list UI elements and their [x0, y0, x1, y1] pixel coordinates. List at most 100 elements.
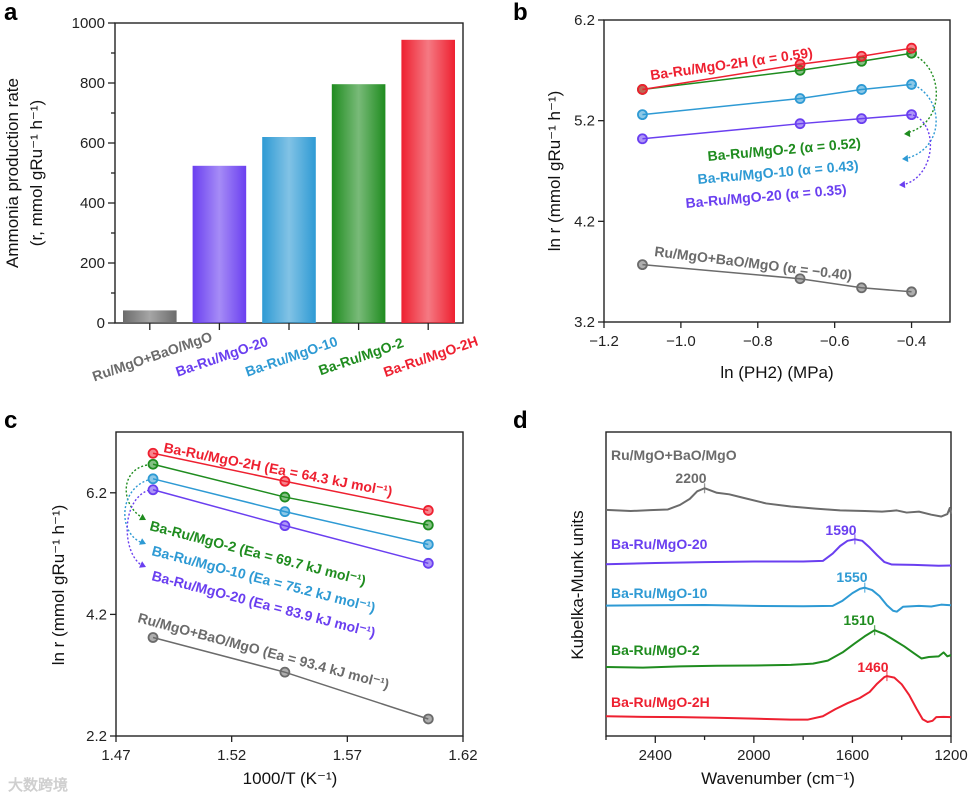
panel-b-ytick-label: 5.2	[574, 113, 595, 130]
panel-d-label-2h: Ba-Ru/MgO-2H	[611, 694, 710, 710]
panel-b-point-ru-mgo-bao-mgo	[856, 282, 867, 294]
panel-c-ylabel: ln r (mmol gRu⁻¹ h⁻¹)	[49, 505, 68, 666]
watermark-logo: 大数跨境	[8, 776, 68, 794]
bar-ba-ru-mgo-10	[262, 137, 316, 323]
panel-b-label-ref: Ru/MgO+BaO/MgO (α = −0.40)	[654, 243, 853, 283]
panel-d-spectrum-ba-ru-mgo-2	[605, 629, 952, 669]
panel-b-ylabel: ln r (mmol gRu⁻¹ h⁻¹)	[545, 91, 564, 252]
panel-b-xtick-label: −0.4	[897, 333, 927, 350]
panel-d-peak-2h: 1460	[857, 659, 888, 675]
arrow-head-icon	[899, 180, 906, 189]
panel-b-point-ba-ru-mgo-10	[637, 109, 648, 121]
panel-a-ytick-label: 600	[80, 135, 105, 152]
panel-d-xtick-label: 2000	[737, 747, 770, 764]
panel-c-point-ru-mgo-bao-mgo	[147, 632, 159, 643]
panel-d-axes-frame	[605, 431, 952, 737]
panel-c-arrow-blue	[124, 479, 149, 544]
panel-c-xtick-label: 1.57	[333, 747, 362, 764]
panel-b-point-ba-ru-mgo-20	[794, 118, 806, 130]
panel-a-ytick-label: 400	[80, 195, 105, 212]
bar-ru-mgo-bao-mgo	[123, 310, 177, 323]
panel-b-point-ru-mgo-bao-mgo	[906, 286, 917, 298]
panel-b-axes-frame	[603, 19, 951, 323]
panel-letter-a: a	[4, 0, 18, 26]
panel-c-ytick-label: 6.2	[86, 485, 107, 502]
panel-c-point-ba-ru-mgo-2h	[422, 505, 434, 516]
panel-d-label-10: Ba-Ru/MgO-10	[611, 585, 708, 601]
panel-a-ylabel-line1: Ammonia production rate	[3, 78, 22, 268]
panel-c-ytick-label: 4.2	[86, 606, 107, 623]
panel-c-point-ba-ru-mgo-20	[422, 557, 434, 569]
panel-b-xtick-label: −1.2	[589, 333, 619, 350]
arrow-head-icon	[139, 561, 146, 568]
panel-b-xtick-label: −0.8	[743, 333, 773, 350]
arrow-head-icon	[904, 129, 911, 138]
panel-c-point-ba-ru-mgo-2	[147, 458, 159, 470]
panel-c-xtick-label: 1.47	[101, 747, 130, 764]
panel-c-xlabel: 1000/T (K⁻¹)	[243, 769, 338, 788]
panel-d-label-20: Ba-Ru/MgO-20	[611, 536, 708, 552]
panel-b-arrow-blue	[903, 84, 937, 160]
panel-d-xtick-label: 1200	[934, 747, 967, 764]
panel-b-line-ba-ru-mgo-2h	[642, 47, 912, 91]
panel-c-point-ba-ru-mgo-10	[422, 539, 434, 550]
panel-b-point-ba-ru-mgo-10	[856, 84, 867, 95]
panel-b-label-2h: Ba-Ru/MgO-2H (α = 0.59)	[649, 44, 813, 83]
panel-b-line-ba-ru-mgo-2	[642, 52, 912, 91]
panel-c-point-ba-ru-mgo-2h	[279, 475, 291, 487]
panel-b-point-ba-ru-mgo-2h	[906, 42, 917, 54]
panel-d-spectrum-ba-ru-mgo-10	[605, 586, 952, 613]
panel-a-ytick-label: 800	[80, 75, 105, 92]
panel-d-xtick-label: 1600	[836, 747, 869, 764]
panel-c-arrow-green	[125, 464, 148, 519]
panel-b-point-ba-ru-mgo-2h	[637, 84, 648, 95]
panel-a-ytick-label: 0	[97, 315, 105, 332]
panel-c-point-ru-mgo-bao-mgo	[422, 713, 434, 725]
panel-b-point-ba-ru-mgo-2h	[856, 50, 867, 62]
panel-c-point-ba-ru-mgo-20	[147, 484, 159, 496]
panel-b-line-ru-mgo-bao-mgo	[642, 263, 912, 293]
panel-c-arrow-purple	[126, 489, 150, 567]
bar-ba-ru-mgo-20	[192, 165, 247, 323]
panel-b-xlabel: ln (PH2) (MPa)	[720, 363, 833, 382]
panel-b-point-ba-ru-mgo-2h	[794, 58, 806, 70]
panel-b-ytick-label: 4.2	[574, 213, 595, 230]
panel-b-point-ba-ru-mgo-20	[637, 133, 648, 145]
panel-letter-d: d	[513, 407, 528, 434]
panel-c-point-ba-ru-mgo-2	[279, 491, 291, 503]
bar-ba-ru-mgo-2h	[401, 39, 455, 324]
panel-d-peak-20: 1590	[825, 522, 856, 538]
panel-b-point-ba-ru-mgo-10	[794, 93, 806, 104]
panel-c-axes-frame	[115, 431, 464, 737]
panel-c-point-ru-mgo-bao-mgo	[279, 666, 291, 678]
panel-d-peak-2: 1510	[843, 612, 874, 628]
panel-d-ylabel: Kubelka-Munk units	[568, 510, 587, 659]
panel-b-line-ba-ru-mgo-10	[642, 83, 912, 116]
panel-b-xtick-label: −1.0	[666, 333, 696, 350]
panel-b-ytick-label: 6.2	[574, 12, 595, 29]
panel-d-label-2: Ba-Ru/MgO-2	[611, 642, 700, 658]
panel-a-ytick-label: 1000	[72, 15, 105, 32]
panel-c-point-ba-ru-mgo-2	[422, 519, 434, 531]
arrow-head-icon	[902, 154, 909, 163]
panel-d-xtick-label: 2400	[639, 747, 672, 764]
bar-ba-ru-mgo-2	[331, 84, 386, 323]
panel-d-spectrum-ba-ru-mgo-20	[605, 538, 952, 567]
panel-b-ytick-label: 3.2	[574, 314, 595, 331]
panel-b-point-ba-ru-mgo-20	[906, 109, 917, 121]
panel-c-point-ba-ru-mgo-2h	[147, 447, 159, 459]
panel-b-point-ru-mgo-bao-mgo	[637, 259, 648, 271]
panel-d-peak-10: 1550	[836, 569, 867, 585]
panel-d-xlabel: Wavenumber (cm⁻¹)	[701, 769, 855, 788]
panel-c-xtick-label: 1.62	[448, 747, 477, 764]
arrow-head-icon	[139, 538, 146, 545]
panel-a-ytick-label: 200	[80, 255, 105, 272]
panel-c-point-ba-ru-mgo-10	[279, 506, 291, 518]
panel-b-arrow-purple	[901, 114, 932, 186]
panel-d-spectrum-ru-mgo-bao-mgo	[605, 487, 952, 518]
arrow-head-icon	[139, 513, 146, 521]
panel-b-line-ba-ru-mgo-20	[642, 113, 912, 140]
panel-b-point-ru-mgo-bao-mgo	[794, 273, 806, 285]
panel-letter-b: b	[513, 0, 528, 26]
panel-b-point-ba-ru-mgo-10	[906, 79, 917, 90]
